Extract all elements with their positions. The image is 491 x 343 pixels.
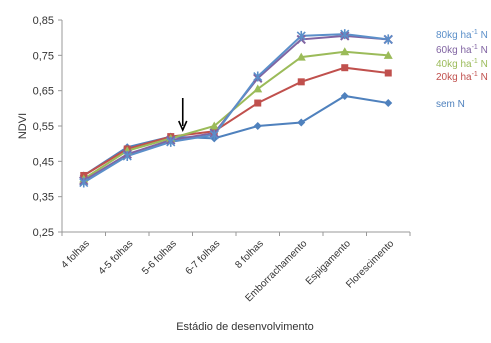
data-point: [341, 64, 349, 72]
series-lines: [83, 33, 389, 184]
series-line: [83, 33, 389, 184]
data-point: [209, 121, 219, 130]
data-point: [166, 136, 176, 147]
y-tick-label: 0,75: [33, 50, 54, 62]
legend-label-main: 20kg ha: [436, 72, 472, 83]
y-tick-label: 0,55: [33, 121, 54, 133]
x-tick-label: 5-6 folhas: [140, 238, 179, 277]
legend-label-tail: N: [478, 72, 488, 83]
x-axis-label: Estádio de desenvolvimento: [176, 321, 314, 333]
legend-label-superscript: -1: [472, 71, 478, 78]
y-tick-label: 0,35: [33, 192, 54, 204]
data-point: [122, 151, 132, 162]
series-line: [83, 66, 389, 177]
data-point: [253, 71, 263, 82]
legend-label: 60kg ha-1 N: [436, 44, 488, 56]
x-tick-labels: 4 folhas 4-5 folhas 5-6 folhas 6-7 folhas 8 …: [59, 238, 396, 304]
data-point: [340, 91, 349, 100]
legend-label-superscript: -1: [472, 44, 478, 51]
legend-label-tail: N: [478, 45, 488, 56]
data-point: [253, 84, 263, 93]
legend-label-superscript: -1: [472, 29, 478, 36]
data-point: [297, 78, 305, 86]
series-markers: [79, 29, 393, 188]
data-point: [296, 30, 306, 41]
y-tick-label: 0,25: [33, 227, 54, 239]
legend-label-superscript: -1: [472, 58, 478, 65]
series-line: [83, 94, 389, 177]
y-tick-labels: 0,25 0,35 0,45 0,55 0,65 0,75 0,85: [33, 15, 54, 239]
legend-label: sem N: [436, 99, 465, 110]
data-point: [340, 47, 350, 56]
data-point: [79, 177, 89, 188]
annotation-arrow: [178, 98, 188, 132]
legend-label: 40kg ha-1 N: [436, 58, 488, 70]
legend-label: 20kg ha-1 N: [436, 71, 488, 83]
data-point: [254, 99, 262, 107]
data-point: [383, 34, 393, 45]
legend-label-main: 40kg ha: [436, 59, 472, 70]
axes: [58, 19, 411, 236]
x-tick-label: 4-5 folhas: [97, 238, 136, 277]
data-point: [209, 129, 219, 140]
x-tick-label: 4 folhas: [59, 238, 92, 271]
data-point: [384, 99, 393, 108]
data-point: [253, 122, 262, 130]
x-tick-label: 8 folhas: [233, 238, 266, 271]
series-line: [83, 50, 389, 180]
data-point: [384, 69, 392, 77]
legend-label-main: sem N: [436, 99, 465, 110]
x-tick-label: 6-7 folhas: [184, 238, 223, 277]
legend-label-main: 80kg ha: [436, 30, 472, 41]
legend-label-main: 60kg ha: [436, 45, 472, 56]
legend-label: 80kg ha-1 N: [436, 29, 488, 41]
legend-label-tail: N: [478, 59, 488, 70]
y-tick-label: 0,65: [33, 86, 54, 98]
arrow-head: [178, 120, 188, 132]
y-axis-label: NDVI: [17, 113, 29, 139]
legend-label-tail: N: [478, 30, 488, 41]
data-point: [296, 52, 306, 61]
y-tick-label: 0,45: [33, 156, 54, 168]
y-tick-label: 0,85: [33, 15, 54, 27]
data-point: [297, 118, 306, 127]
data-point: [340, 29, 350, 40]
data-point: [383, 50, 393, 59]
